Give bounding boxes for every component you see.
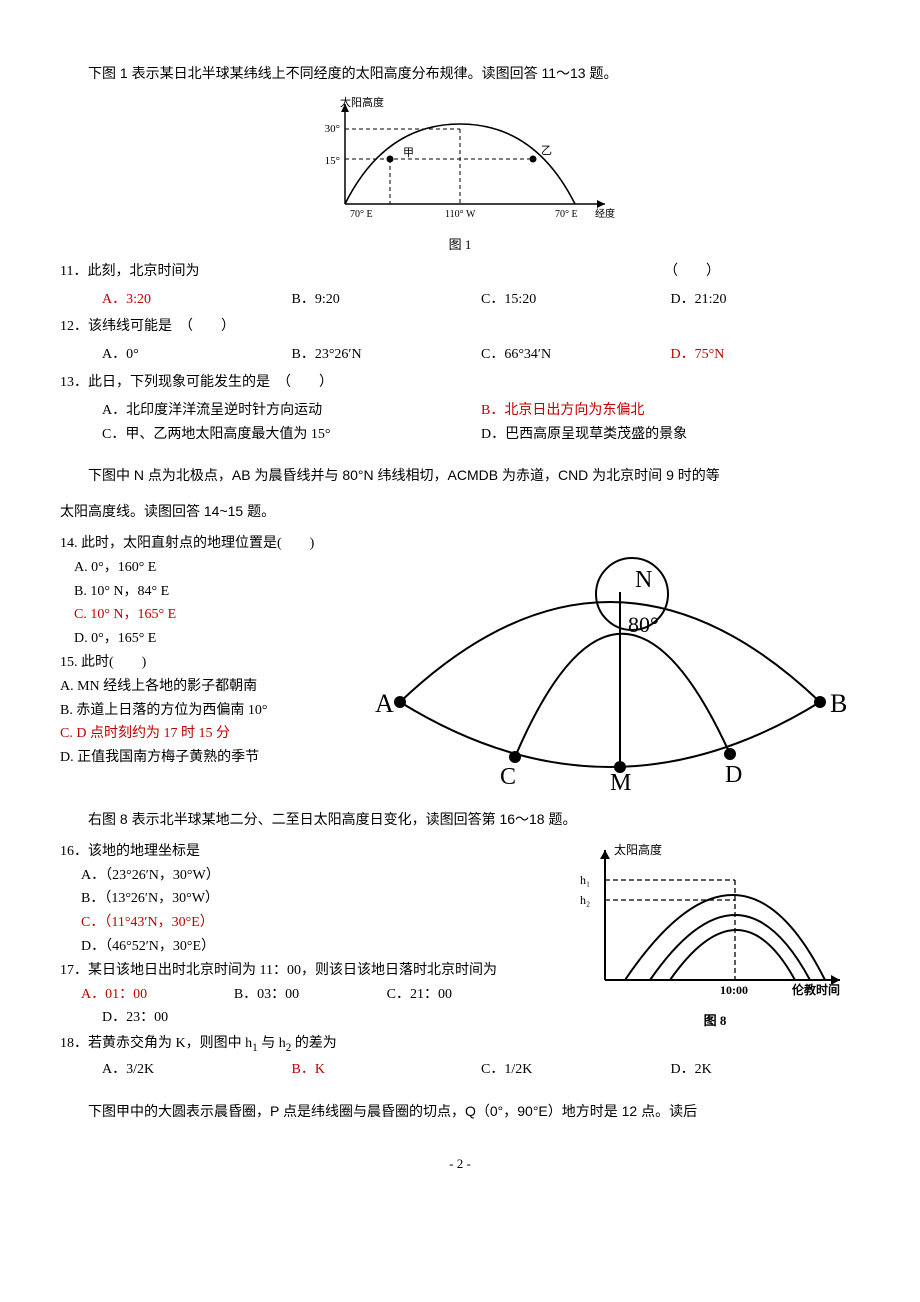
svg-text:110° W: 110° W — [445, 209, 476, 220]
figure-8: 太阳高度 h₁ h₂ 10:00 伦教时间 图 8 — [570, 840, 860, 1032]
set3-intro: 右图 8 表示北半球某地二分、二至日太阳高度日变化，读图回答第 16～18 题。 — [60, 808, 860, 832]
figure-set2: N 80° A B C M D — [360, 532, 860, 792]
q18-C: C．1/2K — [481, 1058, 671, 1082]
fig1-ylabel: 太阳高度 — [340, 95, 384, 109]
q12-choices: A．0° B．23°26′N C．66°34′N D．75°N — [102, 343, 860, 367]
svg-text:经度: 经度 — [595, 207, 615, 220]
svg-text:甲: 甲 — [403, 147, 414, 159]
fig1-caption: 图 1 — [295, 234, 625, 256]
svg-text:M: M — [610, 770, 631, 792]
set2-intro2: 太阳高度线。读图回答 14~15 题。 — [60, 500, 860, 524]
q17-A: A．01：00 — [81, 983, 234, 1007]
q11-paren: （ ） — [664, 260, 860, 284]
q11: 11．此刻，北京时间为 （ ） — [60, 260, 860, 284]
q13-stem: 13．此日，下列现象可能发生的是 （ ） — [60, 371, 860, 395]
q17-B: B．03：00 — [234, 983, 387, 1007]
svg-text:15°: 15° — [325, 155, 340, 167]
q18-A: A．3/2K — [102, 1058, 292, 1082]
svg-text:伦教时间: 伦教时间 — [792, 982, 840, 997]
fig8-caption: 图 8 — [570, 1010, 860, 1032]
q12-D: D．75°N — [671, 343, 861, 367]
svg-text:30°: 30° — [325, 123, 340, 135]
q12-stem: 12．该纬线可能是 （ ） — [60, 315, 860, 339]
svg-text:C: C — [500, 764, 516, 790]
svg-text:太阳高度: 太阳高度 — [614, 842, 662, 857]
svg-text:h₁: h₁ — [580, 873, 590, 887]
svg-text:70° E: 70° E — [350, 209, 373, 220]
svg-text:10:00: 10:00 — [720, 983, 748, 997]
page-footer: - 2 - — [60, 1153, 860, 1175]
svg-text:D: D — [725, 762, 742, 788]
q13-B: B．北京日出方向为东偏北 — [481, 399, 860, 423]
q17-choices: A．01：00 B．03：00 C．21：00 — [81, 983, 570, 1007]
svg-text:70° E: 70° E — [555, 209, 578, 220]
q11-choices: A．3:20 B．9:20 C．15:20 D．21:20 — [102, 288, 860, 312]
q11-B: B．9:20 — [292, 288, 482, 312]
set1-intro: 下图 1 表示某日北半球某纬线上不同经度的太阳高度分布规律。读图回答 11～13… — [60, 62, 860, 86]
q18-D: D．2K — [671, 1058, 861, 1082]
q18-stem: 18．若黄赤交角为 K，则图中 h1 与 h2 的差为 — [60, 1032, 860, 1058]
svg-text:B: B — [830, 689, 847, 718]
q12-B: B．23°26′N — [292, 343, 482, 367]
set4-intro: 下图甲中的大圆表示晨昏圈，P 点是纬线圈与晨昏圈的切点，Q（0°，90°E）地方… — [60, 1100, 860, 1124]
q18-choices: A．3/2K B．K C．1/2K D．2K — [102, 1058, 860, 1082]
q11-stem: 11．此刻，北京时间为 — [60, 264, 199, 279]
q12-C: C．66°34′N — [481, 343, 671, 367]
svg-text:N: N — [635, 567, 652, 593]
q11-D: D．21:20 — [671, 288, 861, 312]
q13-D: D．巴西高原呈现草类茂盛的景象 — [481, 423, 860, 447]
q13-C: C．甲、乙两地太阳高度最大值为 15° — [102, 423, 481, 447]
svg-text:h₂: h₂ — [580, 893, 590, 907]
q11-A: A．3:20 — [102, 288, 292, 312]
q13-A: A．北印度洋洋流呈逆时针方向运动 — [102, 399, 481, 423]
set2-intro1: 下图中 N 点为北极点，AB 为晨昏线并与 80°N 纬线相切，ACMDB 为赤… — [60, 464, 860, 488]
svg-text:80°: 80° — [628, 612, 659, 637]
q17-D — [539, 983, 570, 1007]
q13-choices: A．北印度洋洋流呈逆时针方向运动 B．北京日出方向为东偏北 C．甲、乙两地太阳高… — [102, 399, 860, 447]
q11-C: C．15:20 — [481, 288, 671, 312]
q18-B: B．K — [292, 1058, 482, 1082]
svg-text:A: A — [375, 689, 394, 718]
q12-A: A．0° — [102, 343, 292, 367]
q17-C: C．21：00 — [387, 983, 540, 1007]
svg-text:乙: 乙 — [541, 144, 552, 157]
figure-1: 太阳高度 30° 15° 甲 乙 70° E 110° W 70° E 经度 图… — [295, 94, 625, 256]
